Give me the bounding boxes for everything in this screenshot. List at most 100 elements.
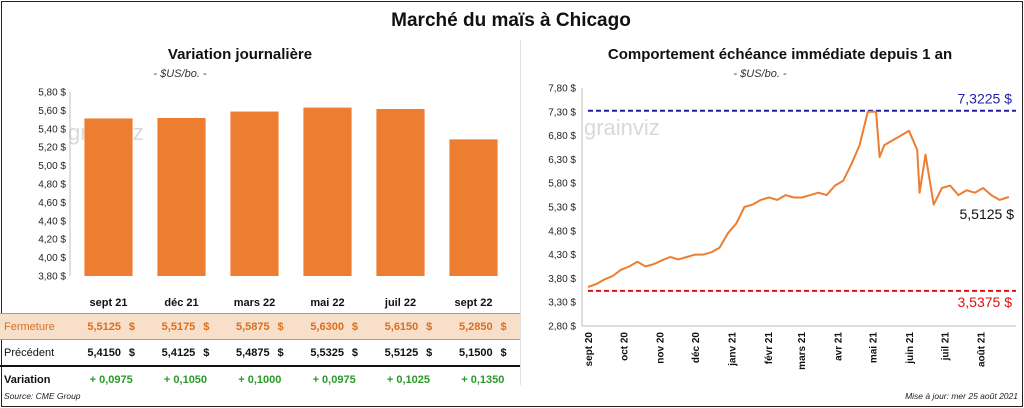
price-line: [587, 110, 1010, 288]
y-tick-label: 3,80 $: [38, 272, 66, 283]
x-tick-label: déc 20: [691, 332, 702, 364]
previous-cell: 5,4125 $: [148, 340, 222, 367]
variation-cell: + 0,1000: [223, 366, 297, 392]
close-cell-value: 5,2850: [458, 320, 493, 333]
y-tick-label: 7,80 $: [548, 84, 576, 95]
currency-symbol: $: [277, 320, 284, 333]
bar: [230, 111, 279, 276]
x-tick-label: janv 21: [727, 332, 738, 367]
y-tick-label: 5,60 $: [38, 106, 66, 117]
currency-symbol: $: [277, 346, 284, 359]
y-tick-label: 5,80 $: [38, 88, 66, 99]
line-chart-title: Comportement échéance immédiate depuis 1…: [607, 46, 953, 63]
x-tick-label: févr 21: [764, 332, 775, 365]
bar: [376, 109, 425, 276]
previous-cell-value: 5,4875: [235, 346, 270, 359]
price-table: Fermeture 5,5125 $5,5175 $5,5875 $5,6300 $5,…: [0, 313, 520, 392]
previous-cell: 5,4150 $: [74, 340, 148, 367]
variation-cell: + 0,1025: [371, 366, 445, 392]
category-label: déc 21: [164, 297, 198, 309]
previous-row: Précédent 5,4150 $5,4125 $5,4875 $5,5325 $5,…: [0, 340, 520, 367]
last-value-label: 5,5125 $: [960, 206, 1015, 222]
x-tick-label: nov 20: [656, 332, 667, 364]
y-tick-label: 6,30 $: [548, 155, 576, 166]
previous-cell-value: 5,4125: [161, 346, 196, 359]
x-tick-label: mars 21: [797, 332, 808, 370]
line-chart-unit: - $US/bo. -: [733, 68, 787, 80]
currency-symbol: $: [351, 346, 358, 359]
variation-row: Variation + 0,0975 + 0,1050 + 0,1000 + 0,09…: [0, 366, 520, 392]
variation-cell-value: + 0,1025: [386, 373, 431, 386]
y-tick-label: 4,60 $: [38, 198, 66, 209]
bar-chart-unit: - $US/bo. -: [153, 68, 207, 80]
previous-cell: 5,4875 $: [223, 340, 297, 367]
currency-symbol: $: [426, 320, 433, 333]
watermark-text: grainviz: [584, 115, 660, 140]
y-tick-label: 6,80 $: [548, 131, 576, 142]
close-cell-value: 5,5875: [235, 320, 270, 333]
previous-cell-value: 5,1500: [458, 346, 493, 359]
previous-cell: 5,1500 $: [446, 340, 520, 367]
variation-cell-value: + 0,1000: [238, 373, 282, 386]
x-tick-label: août 21: [977, 332, 988, 367]
y-tick-label: 5,30 $: [548, 203, 576, 214]
previous-cell: 5,5325 $: [297, 340, 371, 367]
y-tick-label: 4,40 $: [38, 216, 66, 227]
close-cell: 5,5875 $: [223, 314, 297, 340]
bar: [157, 117, 206, 276]
bar-chart-title: Variation journalière: [167, 46, 313, 63]
currency-symbol: $: [500, 320, 507, 333]
y-tick-label: 3,80 $: [548, 274, 576, 285]
currency-symbol: $: [128, 346, 135, 359]
x-tick-label: oct 20: [619, 332, 630, 361]
currency-symbol: $: [500, 346, 507, 359]
close-row-label: Fermeture: [4, 320, 55, 333]
variation-cell: + 0,1350: [446, 366, 520, 392]
x-tick-label: mai 21: [869, 332, 880, 364]
y-tick-label: 5,40 $: [38, 124, 66, 135]
previous-cell-value: 5,5325: [310, 346, 344, 359]
close-cell-value: 5,5125: [87, 320, 121, 333]
source-note: Source: CME Group: [4, 391, 81, 401]
category-label: juil 22: [384, 297, 416, 309]
y-tick-label: 5,00 $: [38, 161, 66, 172]
close-row: Fermeture 5,5125 $5,5175 $5,5875 $5,6300 $5,…: [0, 313, 520, 340]
close-cell-value: 5,6150: [384, 320, 419, 333]
variation-row-label: Variation: [4, 373, 51, 386]
y-tick-label: 3,30 $: [548, 298, 576, 309]
category-label: mai 22: [310, 297, 344, 309]
currency-symbol: $: [203, 320, 210, 333]
previous-cell: 5,5125 $: [371, 340, 445, 367]
y-tick-label: 4,80 $: [38, 180, 66, 191]
y-tick-label: 5,80 $: [548, 179, 576, 190]
currency-symbol: $: [128, 320, 135, 333]
close-cell: 5,5125 $: [74, 314, 148, 340]
close-cell: 5,5175 $: [148, 314, 222, 340]
y-tick-label: 4,20 $: [38, 235, 66, 246]
high-value-label: 7,3225 $: [958, 91, 1013, 107]
x-tick-label: juin 21: [905, 332, 916, 365]
bar: [84, 118, 133, 276]
variation-cell-value: + 0,0975: [89, 373, 133, 386]
x-tick-label: juil 21: [940, 332, 951, 362]
currency-symbol: $: [351, 320, 358, 333]
y-tick-label: 4,00 $: [38, 253, 66, 264]
bar: [449, 139, 498, 276]
currency-symbol: $: [426, 346, 433, 359]
variation-cell: + 0,0975: [74, 366, 148, 392]
variation-cell: + 0,1050: [148, 366, 222, 392]
close-cell: 5,2850 $: [446, 314, 520, 340]
variation-cell-value: + 0,1350: [461, 373, 505, 386]
y-tick-label: 7,30 $: [548, 107, 576, 118]
low-value-label: 3,5375 $: [958, 294, 1013, 310]
y-tick-label: 4,80 $: [548, 226, 576, 237]
x-tick-label: avr 21: [833, 332, 844, 361]
previous-row-label: Précédent: [4, 346, 55, 359]
close-cell-value: 5,5175: [161, 320, 196, 333]
category-label: sept 21: [90, 297, 128, 309]
variation-cell-value: + 0,0975: [312, 373, 356, 386]
watermark-logo: grainviz: [584, 115, 660, 140]
category-label: sept 22: [455, 297, 493, 309]
close-cell-value: 5,6300: [310, 320, 344, 333]
variation-cell: + 0,0975: [297, 366, 371, 392]
